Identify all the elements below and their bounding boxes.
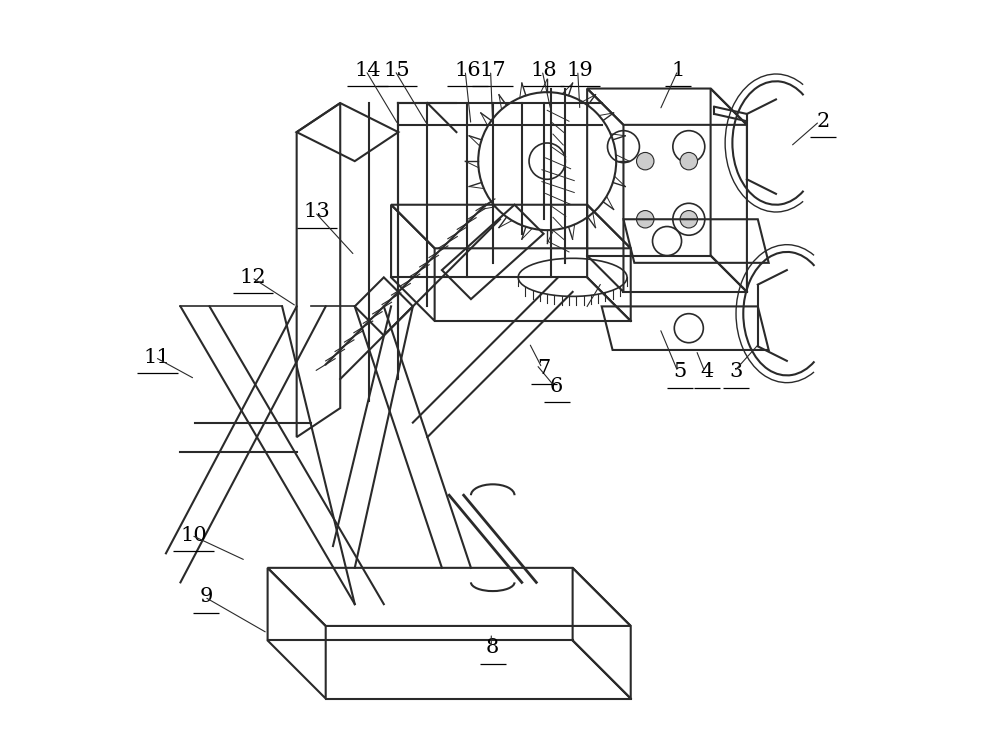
Text: 11: 11 xyxy=(144,348,171,367)
Text: 12: 12 xyxy=(240,268,266,286)
Text: 15: 15 xyxy=(384,61,410,80)
Text: 3: 3 xyxy=(729,362,743,381)
Text: 18: 18 xyxy=(530,61,557,80)
Text: 4: 4 xyxy=(700,362,714,381)
Text: 6: 6 xyxy=(550,377,563,396)
Text: 8: 8 xyxy=(486,638,499,658)
Circle shape xyxy=(680,211,698,228)
Circle shape xyxy=(637,152,654,170)
Circle shape xyxy=(680,152,698,170)
Text: 9: 9 xyxy=(199,588,213,607)
Text: 1: 1 xyxy=(671,61,685,80)
Text: 14: 14 xyxy=(355,61,381,80)
Text: 2: 2 xyxy=(817,112,830,130)
Text: 19: 19 xyxy=(567,61,593,80)
Text: 7: 7 xyxy=(537,359,550,378)
Text: 13: 13 xyxy=(304,203,330,222)
Text: 10: 10 xyxy=(180,526,207,545)
Text: 17: 17 xyxy=(479,61,506,80)
Text: 16: 16 xyxy=(454,61,481,80)
Text: 5: 5 xyxy=(673,362,687,381)
Circle shape xyxy=(637,211,654,228)
